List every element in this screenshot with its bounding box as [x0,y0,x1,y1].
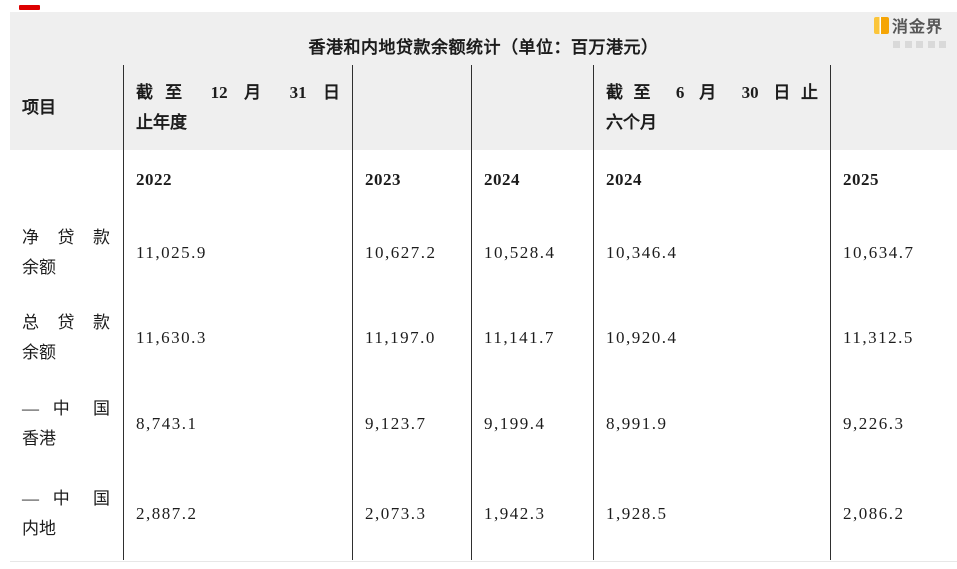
value: 9,123.7 [365,414,427,433]
value: 1,942.3 [484,504,546,523]
year-cell-2024: 2024 [471,150,593,210]
year-label: 2022 [136,170,172,189]
interim-period-line1: 截至 6 月 30 日止 [606,82,818,102]
logo-tagline [893,41,946,48]
header-cell-empty [830,65,957,150]
value-cell: 2,887.2 [123,468,352,560]
table-title: 香港和内地贷款余额统计（单位：百万港元） [308,38,659,57]
table-header-row: 项目 截至 12 月 31 日 止年度 截至 6 月 30 日止 六个月 [10,65,957,150]
value-cell: 11,025.9 [123,210,352,295]
value-cell: 2,073.3 [352,468,471,560]
value: 10,627.2 [365,242,437,262]
item-header-label: 项目 [22,97,56,117]
value-cell: 11,630.3 [123,295,352,380]
row-label-total-loan: 总 贷 款 余额 [10,295,123,380]
year-label: 2024 [484,170,520,189]
year-cell-2024-interim: 2024 [593,150,830,210]
annual-period-line1: 截至 12 月 31 日 [136,82,340,102]
year-label: 2025 [843,170,879,189]
value: 11,025.9 [136,242,207,262]
header-cell-item: 项目 [10,65,123,150]
xiaojinjie-logo-icon [874,16,889,34]
value: 9,226.3 [843,414,905,433]
value-cell: 10,528.4 [471,210,593,295]
value-cell: 10,627.2 [352,210,471,295]
header-cell-interim-period: 截至 6 月 30 日止 六个月 [593,65,830,150]
row-label-line1: 总 贷 款 [22,312,110,332]
row-label-china-mainland: — 中 国 内地 [10,468,123,560]
year-label: 2023 [365,170,401,189]
value: 9,199.4 [484,414,546,433]
header-cell-annual-period: 截至 12 月 31 日 止年度 [123,65,352,150]
logo-text: 消金界 [892,19,944,36]
value: 11,312.5 [843,327,914,347]
row-label-line2: 余额 [22,257,56,277]
bottom-divider [10,561,957,562]
value-cell: 9,123.7 [352,380,471,468]
value: 2,887.2 [136,504,198,523]
value: 10,634.7 [843,242,915,262]
value: 8,743.1 [136,414,198,433]
header-cell-empty [471,65,593,150]
row-label-line2: 香港 [22,429,56,448]
value-cell: 9,226.3 [830,380,957,468]
value-cell: 10,634.7 [830,210,957,295]
row-label-china-hongkong: — 中 国 香港 [10,380,123,468]
value: 11,630.3 [136,327,207,347]
year-label: 2024 [606,170,642,189]
year-row-spacer [10,150,123,210]
value: 11,197.0 [365,327,436,347]
value-cell: 11,197.0 [352,295,471,380]
xiaojinjie-brand-logo: 消金界 [874,13,946,48]
row-label-net-loan: 净 贷 款 余额 [10,210,123,295]
value: 10,920.4 [606,327,678,347]
row-label-line2: 余额 [22,342,56,362]
header-cell-empty [352,65,471,150]
value: 10,346.4 [606,242,678,262]
value: 2,086.2 [843,504,905,523]
table-body: 2022 2023 2024 2024 2025 净 贷 款 余额 11,025… [10,150,957,560]
row-label-line1: — 中 国 [22,489,110,508]
value-cell: 1,928.5 [593,468,830,560]
annual-period-line2: 止年度 [136,112,187,132]
table-header-band: 香港和内地贷款余额统计（单位：百万港元） 项目 截至 12 月 31 日 止年度… [10,12,957,150]
value-cell: 11,141.7 [471,295,593,380]
value-cell: 2,086.2 [830,468,957,560]
value-cell: 8,991.9 [593,380,830,468]
value: 1,928.5 [606,504,668,523]
red-dash-mark [19,5,40,10]
row-label-line2: 内地 [22,519,56,538]
value-cell: 10,346.4 [593,210,830,295]
value-cell: 9,199.4 [471,380,593,468]
value: 11,141.7 [484,327,555,347]
value-cell: 11,312.5 [830,295,957,380]
value: 10,528.4 [484,242,556,262]
row-label-line1: — 中 国 [22,399,110,418]
value-cell: 10,920.4 [593,295,830,380]
year-cell-2023: 2023 [352,150,471,210]
value: 2,073.3 [365,504,427,523]
value: 8,991.9 [606,414,668,433]
interim-period-line2: 六个月 [606,112,657,132]
row-label-line1: 净 贷 款 [22,227,110,247]
year-cell-2022: 2022 [123,150,352,210]
value-cell: 8,743.1 [123,380,352,468]
value-cell: 1,942.3 [471,468,593,560]
year-cell-2025: 2025 [830,150,957,210]
logo-row: 消金界 [874,13,946,37]
